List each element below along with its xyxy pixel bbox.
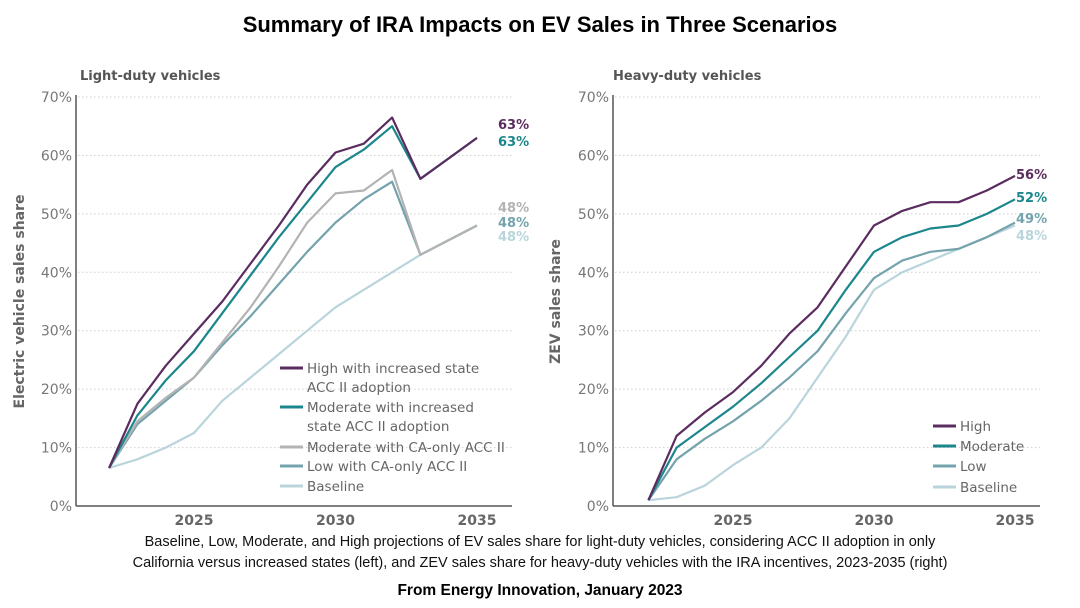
y-tick-label: 20%: [41, 382, 72, 398]
end-value-label: 49%: [1016, 212, 1047, 227]
legend-label: state ACC II adoption: [307, 419, 449, 435]
legend-label: Baseline: [960, 480, 1017, 496]
caption-line-1: Baseline, Low, Moderate, and High projec…: [144, 534, 936, 550]
series-line-baseline: [108, 224, 478, 470]
x-tick-label: 2025: [175, 513, 214, 529]
source-credit: From Energy Innovation, January 2023: [397, 582, 683, 599]
end-value-label: 63%: [498, 135, 529, 150]
end-value-label: 56%: [1016, 168, 1047, 183]
end-value-label: 52%: [1016, 191, 1047, 206]
y-tick-label: 40%: [578, 265, 609, 281]
y-tick-label: 20%: [578, 382, 609, 398]
x-tick-label: 2030: [316, 513, 355, 529]
legend-label: Moderate with increased: [307, 400, 474, 416]
figure-title: Summary of IRA Impacts on EV Sales in Th…: [242, 12, 838, 37]
legend-label: High: [960, 419, 991, 435]
y-tick-label: 50%: [41, 207, 72, 223]
series-line-high: [647, 174, 1016, 501]
y-tick-label: 30%: [41, 324, 72, 340]
series-line-moderate-with-ca-only-acc-ii: [108, 168, 478, 469]
end-value-label: 63%: [498, 118, 529, 133]
legend-label: Baseline: [307, 479, 364, 495]
end-value-label: 48%: [1016, 229, 1047, 244]
y-tick-label: 30%: [578, 324, 609, 340]
x-tick-label: 2035: [996, 513, 1035, 529]
caption-line-2: California versus increased states (left…: [132, 555, 948, 571]
legend-label: Low: [960, 459, 987, 475]
figure-caption: Baseline, Low, Moderate, and High projec…: [60, 532, 1020, 574]
chart-subtitle: Heavy-duty vehicles: [613, 69, 762, 84]
series-line-baseline: [648, 224, 1016, 502]
y-tick-label: 60%: [578, 148, 609, 164]
end-value-label: 48%: [498, 230, 529, 245]
legend-label: Low with CA-only ACC II: [307, 459, 467, 475]
end-value-label: 48%: [498, 216, 529, 231]
x-tick-label: 2030: [855, 513, 894, 529]
legend-label: High with increased state: [307, 361, 479, 377]
series-line-low: [647, 221, 1016, 501]
y-tick-label: 10%: [41, 441, 72, 457]
y-tick-label: 60%: [41, 148, 72, 164]
legend-label: ACC II adoption: [307, 380, 411, 396]
legend-label: Moderate: [960, 439, 1024, 455]
series-line-moderate: [647, 198, 1016, 501]
y-axis-label: Electric vehicle sales share: [12, 194, 28, 408]
series-line-high-with-increased-state-acc-ii-adoption: [108, 116, 478, 469]
x-tick-label: 2025: [714, 513, 753, 529]
y-tick-label: 0%: [50, 499, 72, 515]
y-tick-label: 10%: [578, 441, 609, 457]
y-tick-label: 40%: [41, 265, 72, 281]
x-tick-label: 2035: [458, 513, 497, 529]
legend-label: Moderate with CA-only ACC II: [307, 440, 505, 456]
y-axis-label: ZEV sales share: [548, 239, 564, 364]
y-tick-label: 0%: [587, 499, 609, 515]
y-tick-label: 50%: [578, 207, 609, 223]
chart-subtitle: Light-duty vehicles: [80, 69, 221, 84]
y-tick-label: 70%: [41, 90, 72, 106]
y-tick-label: 70%: [578, 90, 609, 106]
end-value-label: 48%: [498, 201, 529, 216]
